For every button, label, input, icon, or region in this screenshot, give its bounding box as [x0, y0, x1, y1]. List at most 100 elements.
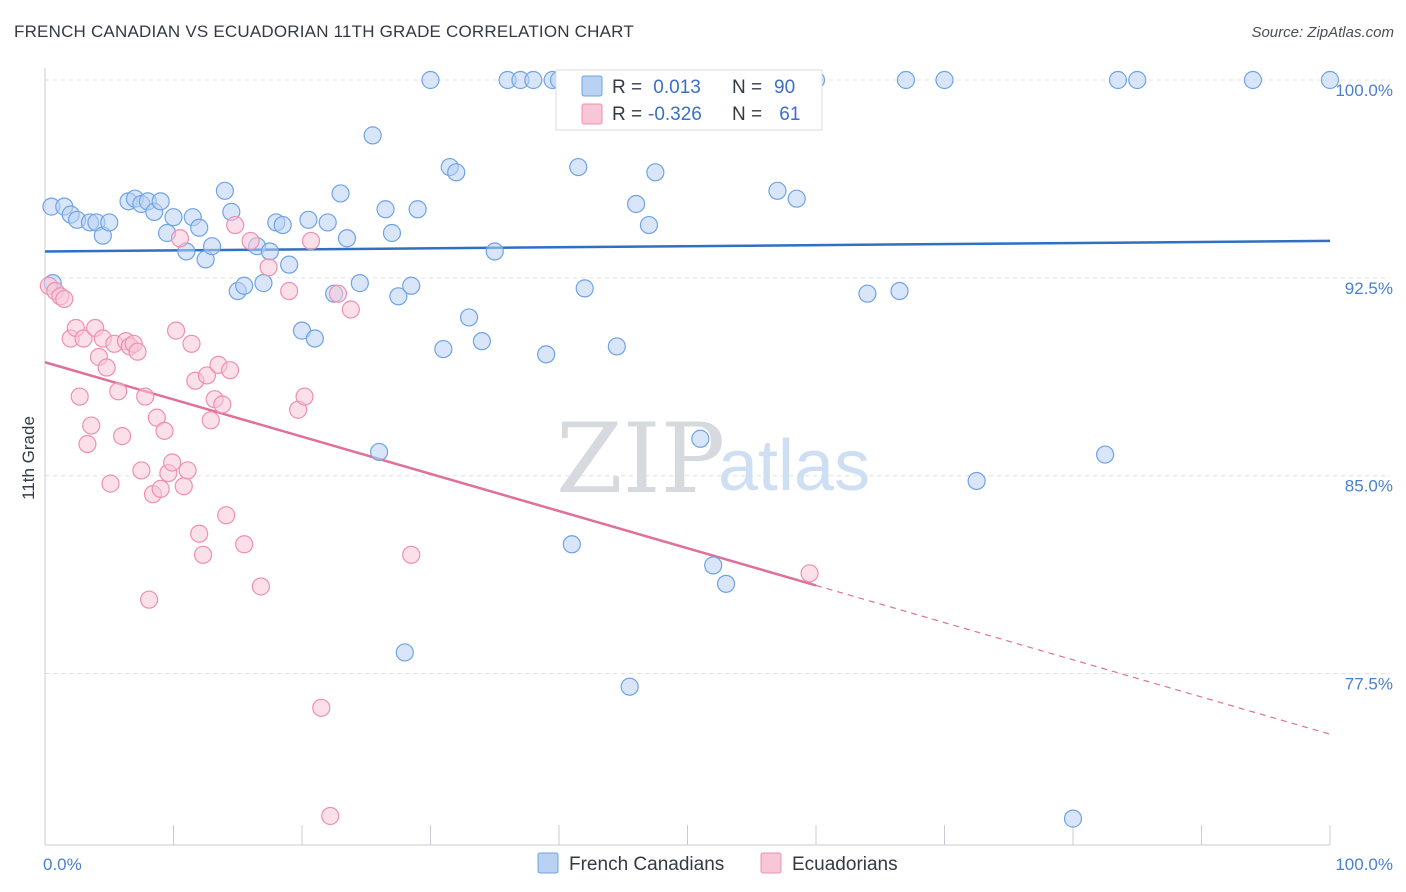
point-ecuadorians	[259, 258, 278, 277]
point-ecuadorians	[280, 281, 299, 301]
point-french-canadians	[447, 163, 466, 182]
watermark-atlas: atlas	[718, 426, 870, 506]
point-french-canadians	[421, 70, 440, 90]
point-french-canadians	[202, 237, 222, 256]
legend-r-value: 0.013	[648, 77, 701, 98]
point-ecuadorians	[112, 427, 132, 446]
point-french-canadians	[896, 70, 916, 90]
point-french-canadians	[620, 677, 639, 696]
point-french-canadians	[389, 287, 408, 306]
point-ecuadorians	[241, 231, 260, 251]
point-french-canadians	[472, 332, 491, 351]
point-french-canadians	[395, 643, 414, 662]
bottom-legend-swatch-french-canadians	[537, 852, 559, 874]
point-ecuadorians	[402, 545, 421, 564]
point-french-canadians	[716, 574, 736, 593]
point-ecuadorians	[151, 479, 170, 498]
point-ecuadorians	[78, 434, 97, 454]
point-ecuadorians	[97, 358, 116, 377]
point-french-canadians	[768, 181, 787, 200]
legend-n-label: N =	[732, 77, 762, 98]
point-french-canadians	[100, 213, 119, 232]
y-tick-label: 85.0%	[1345, 477, 1393, 496]
point-french-canadians	[363, 126, 382, 145]
point-ecuadorians	[132, 461, 151, 480]
source-credit: Source: ZipAtlas.com	[1251, 24, 1394, 41]
point-ecuadorians	[235, 535, 254, 554]
point-french-canadians	[607, 337, 626, 356]
y-axis-label: 11th Grade	[19, 416, 38, 500]
point-french-canadians	[408, 200, 427, 219]
legend-r-label: R =	[612, 77, 642, 98]
bottom-legend-label-french-canadians: French Canadians	[569, 854, 724, 875]
point-ecuadorians	[201, 411, 220, 430]
point-french-canadians	[858, 284, 877, 303]
point-french-canadians	[151, 192, 170, 211]
point-ecuadorians	[301, 231, 321, 251]
bottom-legend: French Canadians Ecuadorians	[537, 852, 898, 875]
legend-n-value: 90	[774, 77, 795, 98]
watermark: ZIP atlas	[556, 403, 870, 515]
point-ecuadorians	[251, 577, 270, 596]
point-ecuadorians	[220, 361, 240, 380]
point-ecuadorians	[295, 387, 314, 406]
point-french-canadians	[704, 556, 723, 575]
point-french-canadians	[164, 208, 183, 227]
x-tick-labels: 0.0% 100.0%	[43, 855, 1393, 874]
point-french-canadians	[1320, 70, 1340, 90]
legend-swatch-french-canadians	[581, 75, 603, 97]
point-french-canadians	[235, 276, 254, 295]
point-ecuadorians	[321, 806, 340, 826]
point-french-canadians	[190, 218, 209, 237]
point-ecuadorians	[128, 342, 147, 361]
point-french-canadians	[485, 242, 504, 261]
point-ecuadorians	[174, 477, 193, 496]
x-tick-label: 0.0%	[43, 855, 82, 874]
point-french-canadians	[402, 276, 421, 295]
point-french-canadians	[1096, 445, 1115, 464]
point-french-canadians	[434, 339, 453, 359]
point-ecuadorians	[182, 334, 201, 353]
point-ecuadorians	[217, 506, 236, 525]
point-french-canadians	[626, 194, 646, 214]
point-ecuadorians	[178, 461, 197, 480]
watermark-zip: ZIP	[556, 403, 725, 515]
point-ecuadorians	[166, 321, 186, 340]
legend-r-label: R =	[612, 104, 642, 125]
point-ecuadorians	[193, 545, 213, 564]
point-french-canadians	[382, 223, 402, 243]
point-ecuadorians	[139, 590, 159, 609]
point-french-canadians	[967, 471, 986, 491]
chart-title: FRENCH CANADIAN VS ECUADORIAN 11TH GRADE…	[14, 22, 634, 41]
point-french-canadians	[459, 308, 479, 327]
point-french-canadians	[331, 184, 350, 203]
point-french-canadians	[376, 200, 395, 219]
point-french-canadians	[370, 442, 389, 462]
point-french-canadians	[575, 279, 594, 298]
point-french-canadians	[562, 535, 581, 554]
point-ecuadorians	[55, 289, 74, 309]
point-french-canadians	[1128, 70, 1147, 90]
point-ecuadorians	[190, 524, 209, 543]
point-ecuadorians	[155, 421, 174, 440]
axes	[44, 68, 1331, 846]
point-french-canadians	[280, 255, 299, 274]
point-french-canadians	[787, 189, 806, 208]
point-ecuadorians	[170, 229, 190, 248]
point-ecuadorians	[312, 698, 331, 717]
point-french-canadians	[260, 242, 279, 261]
legend-swatch-ecuadorians	[581, 103, 603, 125]
point-french-canadians	[646, 163, 665, 182]
point-ecuadorians	[70, 387, 89, 406]
point-ecuadorians	[109, 382, 128, 401]
point-ecuadorians	[101, 474, 120, 493]
point-french-canadians	[890, 281, 909, 301]
legend-r-value: -0.326	[648, 104, 702, 125]
point-french-canadians	[935, 70, 954, 90]
point-french-canadians	[1108, 70, 1128, 90]
point-french-canadians	[1243, 70, 1263, 90]
point-french-canadians	[1063, 809, 1083, 828]
point-ecuadorians	[213, 395, 232, 414]
point-french-canadians	[273, 215, 292, 235]
